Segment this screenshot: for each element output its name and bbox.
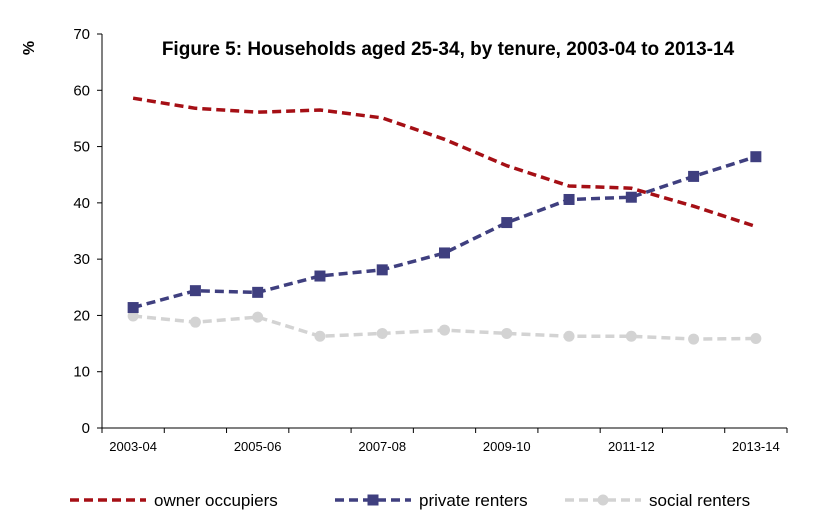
x-tick-label: 2007-08 (358, 439, 406, 454)
y-tick-label: 60 (73, 82, 90, 99)
data-point (252, 311, 264, 323)
data-point (750, 151, 762, 163)
series-line (132, 96, 757, 229)
data-point (563, 193, 575, 205)
data-point (127, 302, 139, 314)
x-tick-label: 2011-12 (608, 439, 655, 454)
y-tick-label: 40 (73, 195, 90, 212)
series-layer (127, 96, 762, 345)
data-point (314, 330, 326, 342)
y-tick-label: 20 (73, 307, 90, 324)
legend: owner occupiers private renters social ren… (70, 491, 750, 510)
legend-item: private renters (335, 491, 528, 510)
data-point (563, 330, 575, 342)
legend-label: private renters (419, 491, 528, 510)
data-point (189, 316, 201, 328)
data-point (376, 327, 388, 339)
y-tick-label: 10 (73, 364, 90, 381)
data-point (189, 285, 201, 297)
data-point (625, 330, 637, 342)
series-line (132, 155, 757, 310)
y-tick-label: 70 (73, 26, 90, 43)
y-tick-label: 0 (82, 420, 90, 437)
data-point (688, 170, 700, 182)
legend-label: social renters (649, 491, 750, 510)
x-tick-label: 2003-04 (109, 439, 157, 454)
x-tick-label: 2013-14 (732, 439, 780, 454)
data-point (127, 310, 139, 322)
x-axis: 2003-04 2005-06 2007-08 2009-10 2011-12 2013-… (101, 427, 788, 454)
x-tick-label: 2005-06 (234, 439, 282, 454)
y-tick-label: 50 (73, 139, 90, 156)
legend-marker (597, 494, 609, 506)
y-axis: 0 10 20 30 40 50 60 70 (73, 26, 103, 437)
data-point (376, 264, 388, 276)
legend-item: owner occupiers (70, 491, 278, 510)
series-social-renters (127, 310, 762, 345)
data-point (439, 324, 450, 336)
series-private-renters (127, 151, 762, 314)
y-axis-label: % (21, 41, 38, 55)
data-point (688, 333, 700, 345)
data-point (501, 327, 513, 339)
legend-item: social renters (565, 491, 750, 510)
x-tick-label: 2009-10 (483, 439, 531, 454)
series-owner-occupiers (132, 96, 757, 229)
data-point (439, 247, 450, 259)
data-point (750, 333, 762, 345)
legend-label: owner occupiers (154, 491, 278, 510)
legend-marker (367, 494, 379, 506)
chart-title: Figure 5: Households aged 25-34, by tenu… (162, 39, 735, 60)
data-point (501, 217, 513, 229)
data-point (252, 286, 264, 298)
data-point (314, 270, 326, 282)
y-tick-label: 30 (73, 251, 90, 268)
data-point (625, 191, 637, 203)
